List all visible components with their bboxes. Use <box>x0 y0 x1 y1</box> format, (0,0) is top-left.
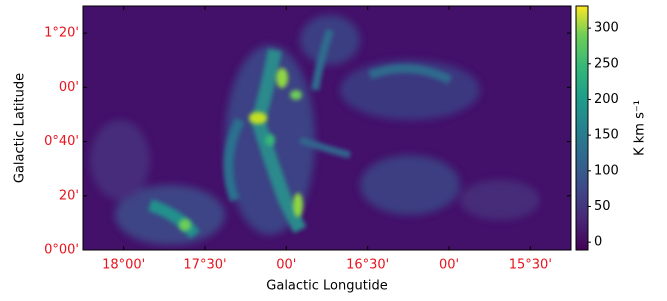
x-axis-label: Galactic Longutide <box>266 279 387 294</box>
colorbar-tick-label: 100 <box>594 163 619 178</box>
y-tick-label: 0°40' <box>44 134 79 149</box>
chart: Galactic Longutide Galactic Latitude K k… <box>0 0 667 297</box>
colorbar-tick-label: 300 <box>594 21 619 36</box>
colorbar <box>576 6 588 250</box>
y-tick-label: 0°00' <box>44 243 79 258</box>
x-tick-label: 17°30' <box>183 258 226 273</box>
x-tick-label: 15°30' <box>509 258 552 273</box>
x-tick-label: 00' <box>276 258 296 273</box>
y-tick-label: 20' <box>59 188 79 203</box>
y-axis-label: Galactic Latitude <box>13 73 28 183</box>
colorbar-tick-label: 200 <box>594 92 619 107</box>
colorbar-tick-label: 150 <box>594 128 619 143</box>
colorbar-label: K km s⁻¹ <box>633 100 648 156</box>
intensity-map <box>83 6 571 250</box>
x-tick-label: 18°00' <box>102 258 145 273</box>
x-tick-label: 00' <box>439 258 459 273</box>
y-tick-label: 1°20' <box>44 26 79 41</box>
colorbar-tick-label: 50 <box>594 199 611 214</box>
y-tick-label: 00' <box>59 80 79 95</box>
x-tick-label: 16°30' <box>346 258 389 273</box>
colorbar-tick-label: 250 <box>594 56 619 71</box>
colorbar-tick-label: 0 <box>594 235 602 250</box>
